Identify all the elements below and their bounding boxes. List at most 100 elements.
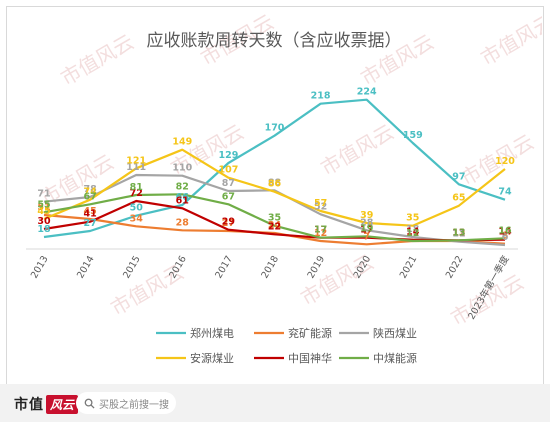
x-tick-label: 2013	[29, 254, 51, 280]
data-label: 55	[37, 199, 50, 210]
search-icon	[84, 394, 95, 413]
x-tick-label: 2022	[444, 254, 466, 280]
legend-label: 陕西煤业	[373, 326, 417, 340]
data-label: 11	[452, 229, 465, 240]
data-label: 97	[452, 171, 465, 182]
data-label: 107	[218, 165, 238, 176]
watermark-text: 市值风云	[317, 120, 398, 181]
data-label: 16	[498, 225, 512, 236]
data-label: 24	[268, 220, 282, 231]
x-tick-label: 2018	[259, 254, 281, 280]
data-label: 18	[406, 224, 420, 235]
x-tick-label: 2021	[398, 254, 420, 280]
data-label: 14	[498, 227, 512, 238]
data-label: 50	[130, 203, 144, 214]
data-label: 12	[452, 228, 465, 239]
data-label: 71	[37, 189, 50, 200]
legend-item: 中煤能源	[339, 351, 417, 365]
data-label: 129	[218, 150, 238, 161]
data-label: 27	[83, 218, 96, 229]
data-label: 67	[83, 191, 96, 202]
data-label: 29	[222, 217, 235, 228]
data-label: 74	[83, 187, 97, 198]
data-label: 57	[314, 198, 327, 209]
legend-label: 郑州煤电	[190, 326, 234, 340]
data-label: 110	[172, 163, 192, 174]
data-label: 159	[403, 130, 423, 141]
data-label: 121	[126, 155, 146, 166]
series-line	[43, 193, 506, 243]
data-label: 7	[363, 231, 370, 242]
data-label: 17	[360, 225, 373, 236]
data-label: 30	[37, 216, 51, 227]
series-line	[43, 98, 506, 239]
data-label: 111	[126, 162, 146, 173]
search-box[interactable]: 买股之前搜一搜	[76, 392, 176, 414]
data-label: 67	[222, 191, 235, 202]
data-label: 13	[452, 227, 465, 238]
data-label: 88	[268, 177, 282, 188]
data-label: 12	[314, 228, 327, 239]
brand-logo[interactable]: 市值 风云	[14, 393, 79, 415]
x-tick-label: 2014	[75, 254, 97, 280]
legend-label: 中国神华	[288, 351, 332, 365]
legend-item: 安源煤业	[156, 351, 234, 365]
x-tick-label: 2015	[121, 254, 143, 280]
data-label: 86	[268, 179, 282, 190]
legend-item: 兖矿能源	[254, 326, 332, 340]
legend-item: 陕西煤业	[339, 326, 417, 340]
data-label: 27	[222, 218, 235, 229]
data-label: 45	[37, 206, 50, 217]
data-label: 6	[502, 232, 509, 243]
chart-title: 应收账款周转天数（含应收票据）	[147, 31, 402, 51]
data-label: 17	[314, 225, 327, 236]
data-label: 51	[37, 202, 50, 213]
data-label: 87	[222, 178, 235, 189]
legend-label: 中煤能源	[373, 351, 417, 365]
series-lines	[43, 98, 506, 247]
data-label: 35	[268, 213, 281, 224]
legend-item: 中国神华	[254, 351, 332, 365]
brand-logo-badge: 风云	[46, 394, 79, 414]
search-placeholder: 买股之前搜一搜	[99, 399, 169, 411]
data-label: 22	[268, 221, 281, 232]
data-label: 34	[130, 213, 144, 224]
series-line	[43, 148, 506, 227]
data-label: 170	[265, 123, 285, 134]
data-label: 120	[495, 156, 515, 167]
footer-bar: 市值 风云 买股之前搜一搜	[0, 384, 550, 422]
data-label: 18	[37, 224, 51, 235]
data-label: 45	[83, 206, 96, 217]
data-label: 81	[130, 182, 143, 193]
x-tick-label: 2017	[213, 254, 235, 280]
data-label: 13	[452, 227, 465, 238]
data-label: 78	[83, 184, 97, 195]
data-label: 74	[498, 187, 512, 198]
legend-item: 郑州煤电	[156, 326, 234, 340]
brand-logo-text: 市值	[14, 397, 44, 413]
data-label: 218	[311, 91, 331, 102]
data-label: 35	[406, 213, 419, 224]
data-label: 52	[314, 201, 327, 212]
data-label: 82	[176, 181, 189, 192]
data-label: 12	[406, 228, 419, 239]
data-label: 17	[314, 225, 327, 236]
watermark-text: 市值风云	[57, 30, 138, 91]
x-axis-tick-labels: 2013 2014 2015 2016 2017 2018 2019 2020 2021 2022…	[29, 253, 512, 322]
data-label: 28	[360, 217, 374, 228]
data-label: 149	[172, 137, 192, 148]
data-label: 8	[502, 231, 509, 242]
data-label: 14	[406, 227, 420, 238]
data-label: 66	[176, 192, 190, 203]
data-label: 12	[406, 228, 419, 239]
data-label: 28	[176, 217, 190, 228]
data-label: 39	[360, 210, 373, 221]
data-label: 41	[83, 209, 96, 220]
legend-label: 安源煤业	[190, 351, 234, 365]
legend-label: 兖矿能源	[288, 326, 332, 340]
data-label: 72	[130, 188, 143, 199]
